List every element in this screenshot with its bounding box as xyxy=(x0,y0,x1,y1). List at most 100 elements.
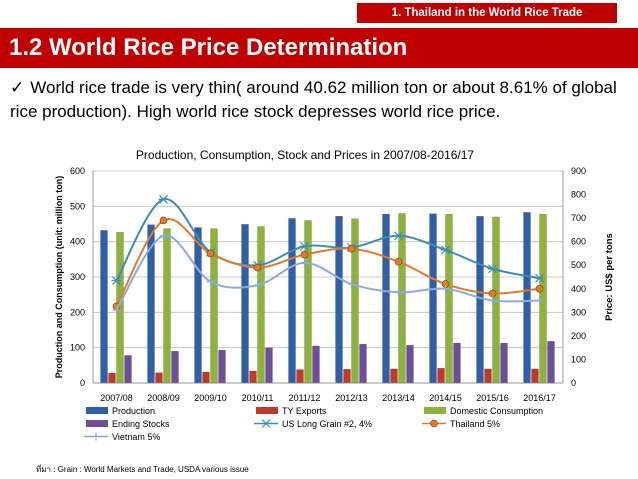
bar-ending-stocks xyxy=(265,347,273,384)
point-vietnam-5 xyxy=(112,305,121,314)
y2-tick-label: 700 xyxy=(571,213,586,223)
chart-title: Production, Consumption, Stock and Price… xyxy=(136,148,475,162)
y2-tick-label: 100 xyxy=(571,354,586,364)
legend-marker-thailand-5 xyxy=(430,419,438,428)
point-us-long-grain-2-4 xyxy=(158,194,169,204)
point-vietnam-5 xyxy=(394,288,403,297)
point-vietnam-5 xyxy=(535,296,544,305)
bar-ty-exports xyxy=(108,372,116,384)
line-us-long-grain-2-4 xyxy=(115,198,540,282)
bar-domestic-consumption xyxy=(257,226,265,384)
legend-swatch-ty-exports xyxy=(256,407,278,414)
line-thailand-5 xyxy=(115,218,540,307)
point-vietnam-5 xyxy=(441,284,450,293)
line-series-group xyxy=(111,194,545,314)
bar-ending-stocks xyxy=(547,341,555,384)
point-thailand-5 xyxy=(394,257,403,266)
legend-label-vietnam-5: Vietnam 5% xyxy=(112,432,160,442)
x-tick-label: 2008/09 xyxy=(147,393,180,403)
source-note: ที่มา : Grain : World Markets and Trade,… xyxy=(36,465,249,474)
x-tick-label: 2010/11 xyxy=(242,393,274,403)
legend-marker-vietnam-5 xyxy=(92,432,100,441)
checkmark-icon: ✓ xyxy=(10,78,25,97)
rice-price-chart: Production, Consumption, Stock and Price… xyxy=(54,148,615,442)
legend-label-production: Production xyxy=(112,406,155,416)
point-vietnam-5 xyxy=(488,296,497,305)
legend-label-thailand-5: Thailand 5% xyxy=(450,419,500,429)
y-tick-label: 200 xyxy=(70,307,85,317)
bar-ending-stocks xyxy=(218,349,226,384)
y-tick-label: 600 xyxy=(70,166,85,176)
point-us-long-grain-2-4 xyxy=(393,231,404,241)
y-tick-label: 400 xyxy=(70,237,85,247)
page-title: 1.2 World Rice Price Determination xyxy=(9,34,408,61)
bar-production xyxy=(241,224,249,384)
legend-swatch-domestic-consumption xyxy=(424,407,446,414)
bar-production xyxy=(100,230,108,384)
legend-label-ty-exports: TY Exports xyxy=(282,406,327,416)
bar-ending-stocks xyxy=(500,342,508,384)
point-us-long-grain-2-4 xyxy=(299,241,310,251)
x-tick-label: 2009/10 xyxy=(194,393,227,403)
y2-tick-label: 200 xyxy=(571,331,586,341)
point-thailand-5 xyxy=(535,284,544,293)
x-tick-label: 2011/12 xyxy=(289,393,321,403)
point-thailand-5 xyxy=(488,289,497,298)
bar-production xyxy=(194,227,202,384)
point-vietnam-5 xyxy=(300,258,309,267)
bar-ending-stocks xyxy=(359,343,367,384)
legend-swatch-ending-stocks xyxy=(86,420,108,427)
bar-series-group xyxy=(100,212,555,384)
bar-ty-exports xyxy=(249,370,257,384)
legend: Production TY Exports Domestic Consumption… xyxy=(84,406,543,442)
point-vietnam-5 xyxy=(159,231,168,240)
bar-production xyxy=(429,213,437,384)
axes-group: 0 100 200 300 400 500 600 0 100 200 300 400 500 600 70… xyxy=(54,166,615,403)
point-thailand-5 xyxy=(300,250,309,259)
bar-ty-exports xyxy=(390,368,398,384)
point-us-long-grain-2-4 xyxy=(440,245,451,255)
y2-axis-title: Price: US$ per tons xyxy=(604,233,615,321)
gridlines xyxy=(93,170,563,384)
y-axis-title: Production and Consumption (unit: millio… xyxy=(54,176,64,378)
point-vietnam-5 xyxy=(253,281,262,290)
bar-ending-stocks xyxy=(406,344,414,384)
y2-tick-label: 400 xyxy=(571,284,586,294)
bullet-text: World rice trade is very thin( around 40… xyxy=(10,78,617,121)
y2-tick-label: 800 xyxy=(571,190,586,200)
y2-tick-label: 0 xyxy=(571,378,576,388)
legend-label-ending-stocks: Ending Stocks xyxy=(112,419,170,429)
title-bar: 1.2 World Rice Price Determination xyxy=(0,28,638,68)
bar-ty-exports xyxy=(437,367,445,384)
bar-ty-exports xyxy=(531,368,539,384)
bar-domestic-consumption xyxy=(445,213,453,384)
x-tick-label: 2015/16 xyxy=(476,393,509,403)
point-thailand-5 xyxy=(159,216,168,225)
bar-production xyxy=(382,213,390,384)
bar-ty-exports xyxy=(202,371,210,384)
bar-ending-stocks xyxy=(453,342,461,384)
bullet-point: ✓ World rice trade is very thin( around 4… xyxy=(10,76,630,124)
bar-production xyxy=(476,215,484,384)
point-thailand-5 xyxy=(347,244,356,253)
x-tick-label: 2016/17 xyxy=(523,393,556,403)
section-tag: 1. Thailand in the World Rice Trade xyxy=(357,3,617,23)
bar-production xyxy=(288,218,296,384)
point-us-long-grain-2-4 xyxy=(487,264,498,274)
bar-ty-exports xyxy=(155,372,163,384)
point-thailand-5 xyxy=(253,263,262,272)
y2-tick-label: 500 xyxy=(571,260,586,270)
bar-ty-exports xyxy=(484,368,492,384)
x-tick-label: 2014/15 xyxy=(429,393,462,403)
legend-label-domestic-consumption: Domestic Consumption xyxy=(450,406,543,416)
point-thailand-5 xyxy=(206,249,215,258)
point-vietnam-5 xyxy=(206,277,215,286)
y-tick-label: 0 xyxy=(80,378,85,388)
y-tick-label: 300 xyxy=(70,272,85,282)
bar-ending-stocks xyxy=(124,355,132,384)
y-tick-label: 100 xyxy=(70,343,85,353)
x-tick-label: 2007/08 xyxy=(100,393,133,403)
bar-ty-exports xyxy=(343,368,351,384)
y2-tick-label: 900 xyxy=(571,166,586,176)
bar-domestic-consumption xyxy=(539,213,547,384)
